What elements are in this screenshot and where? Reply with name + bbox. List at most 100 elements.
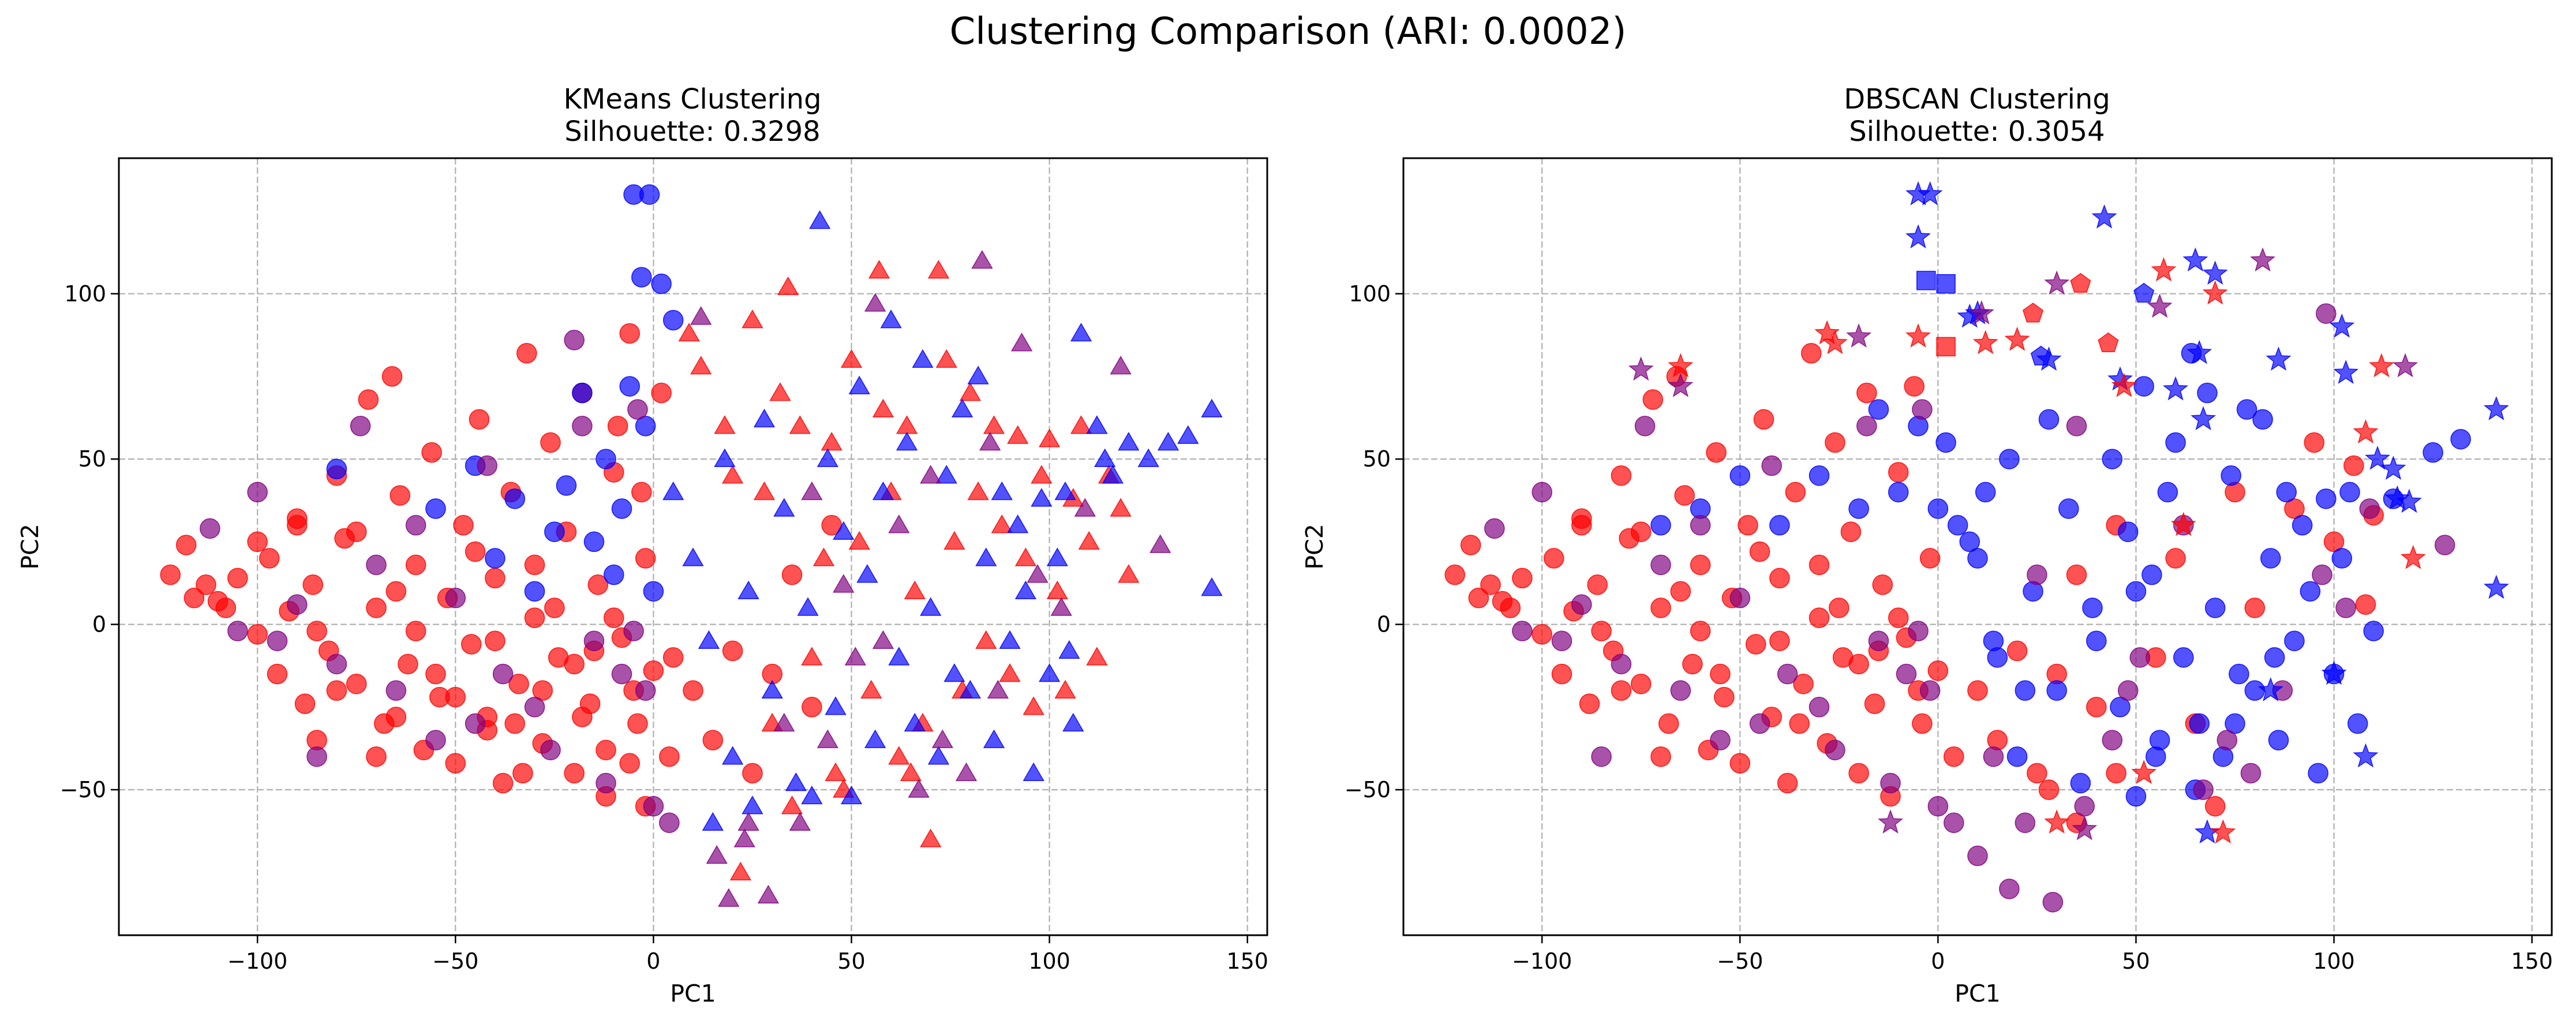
dbscan-blue-pentagon-point — [2030, 345, 2051, 365]
kmeans-x-tick-label: 150 — [1226, 948, 1268, 974]
dbscan-purple-circle-point — [2066, 416, 2087, 436]
dbscan-blue-circle-point — [2118, 521, 2139, 542]
dbscan-blue-circle-point — [1868, 399, 1889, 420]
kmeans-purple-triangle-point — [718, 888, 740, 907]
kmeans-purple-triangle-point — [1010, 333, 1033, 352]
dbscan-purple-circle-point — [1856, 416, 1877, 436]
dbscan-red-circle-point — [2006, 640, 2028, 662]
dbscan-purple-star-point — [1668, 373, 1694, 397]
kmeans-red-circle-point — [306, 621, 327, 641]
dbscan-blue-circle-point — [2423, 442, 2443, 463]
dbscan-purple-circle-point — [1919, 680, 1941, 701]
dbscan-red-circle-point — [1571, 515, 1592, 536]
dbscan-red-circle-point — [1710, 663, 1731, 685]
dbscan-blue-circle-point — [1848, 498, 1869, 519]
kmeans-purple-circle-point — [405, 515, 426, 536]
kmeans-blue-triangle-point — [1014, 580, 1036, 600]
dbscan-x-tick-label: 100 — [2313, 948, 2355, 974]
kmeans-blue-triangle-point — [742, 796, 763, 815]
dbscan-red-circle-point — [1492, 591, 1513, 612]
kmeans-red-triangle-point — [999, 663, 1021, 682]
dbscan-blue-circle-point — [2264, 647, 2285, 668]
dbscan-red-circle-point — [1738, 515, 1758, 536]
kmeans-blue-circle-point — [619, 376, 640, 397]
kmeans-purple-triangle-point — [931, 729, 953, 748]
kmeans-red-triangle-point — [1031, 465, 1053, 484]
kmeans-y-axis-label: PC2 — [16, 524, 44, 569]
kmeans-red-triangle-point — [769, 382, 791, 401]
kmeans-red-circle-point — [492, 772, 514, 794]
dbscan-purple-circle-point — [2240, 763, 2262, 784]
kmeans-red-circle-point — [485, 567, 506, 589]
kmeans-red-triangle-point — [840, 349, 863, 368]
dbscan-red-star-point — [2131, 760, 2157, 785]
dbscan-blue-pentagon-point — [2133, 282, 2155, 303]
kmeans-red-circle-point — [460, 634, 482, 655]
kmeans-red-circle-point — [631, 481, 652, 503]
dbscan-red-circle-point — [1856, 382, 1877, 404]
dbscan-red-circle-point — [1642, 389, 1664, 410]
dbscan-blue-circle-point — [2046, 680, 2067, 701]
kmeans-purple-triangle-point — [801, 481, 823, 501]
dbscan-purple-circle-point — [1690, 515, 1711, 536]
dbscan-red-circle-point — [1444, 564, 1465, 585]
kmeans-red-circle-point — [516, 343, 537, 364]
dbscan-purple-circle-point — [2312, 564, 2332, 585]
kmeans-red-triangle-point — [777, 276, 799, 296]
kmeans-blue-circle-point — [504, 488, 525, 509]
dbscan-red-circle-point — [1611, 680, 1632, 701]
dbscan-blue-star-point — [2266, 346, 2292, 371]
kmeans-blue-triangle-point — [1157, 432, 1180, 451]
kmeans-purple-triangle-point — [872, 630, 894, 649]
kmeans-purple-circle-point — [465, 713, 486, 734]
dbscan-blue-star-point — [2353, 743, 2379, 768]
dbscan-x-tick-label: −100 — [1512, 948, 1572, 974]
kmeans-purple-triangle-point — [833, 574, 855, 593]
dbscan-blue-circle-point — [2082, 597, 2103, 618]
dbscan-blue-circle-point — [2292, 515, 2313, 536]
kmeans-purple-triangle-point — [773, 712, 795, 732]
kmeans-red-circle-point — [619, 323, 640, 344]
dbscan-purple-circle-point — [1512, 621, 1533, 641]
kmeans-red-triangle-point — [753, 481, 776, 501]
kmeans-purple-triangle-point — [920, 465, 942, 484]
kmeans-data-points — [160, 184, 1223, 907]
dbscan-blue-star-point — [2384, 485, 2410, 510]
kmeans-blue-triangle-point — [912, 349, 934, 368]
dbscan-red-star-point — [2151, 257, 2177, 282]
kmeans-red-circle-point — [207, 591, 229, 612]
dbscan-red-circle-point — [1532, 624, 1552, 645]
kmeans-blue-triangle-point — [797, 597, 819, 616]
dbscan-red-circle-point — [1468, 588, 1489, 608]
dbscan-purple-circle-point — [2042, 891, 2064, 913]
kmeans-x-tick-label: 0 — [646, 948, 660, 974]
dbscan-blue-circle-point — [1769, 515, 1790, 536]
dbscan-red-circle-point — [2106, 763, 2126, 784]
kmeans-blue-triangle-point — [817, 448, 838, 467]
kmeans-purple-circle-point — [350, 416, 371, 436]
kmeans-purple-circle-point — [366, 554, 387, 576]
dbscan-blue-circle-point — [1975, 481, 1996, 503]
kmeans-blue-triangle-point — [1102, 465, 1124, 484]
dbscan-blue-circle-point — [2058, 498, 2079, 519]
dbscan-red-circle-point — [2355, 594, 2376, 615]
dbscan-red-circle-point — [1944, 746, 1964, 767]
kmeans-red-circle-point — [469, 409, 490, 430]
dbscan-blue-circle-point — [2347, 713, 2368, 734]
dbscan-ticks: −100 −50 0 50 100 150 −50 0 50 100 — [1345, 281, 2553, 974]
kmeans-blue-circle-point — [662, 309, 684, 331]
kmeans-red-triangle-point — [920, 828, 942, 847]
dbscan-y-tick-label: 100 — [1349, 281, 1391, 307]
kmeans-red-circle-point — [485, 630, 506, 651]
kmeans-y-tick-label: 100 — [64, 281, 106, 307]
kmeans-blue-triangle-point — [943, 663, 965, 682]
dbscan-red-circle-point — [2038, 779, 2060, 800]
dbscan-red-circle-point — [1829, 597, 1849, 618]
kmeans-red-circle-point — [659, 746, 680, 767]
dbscan-blue-square-point — [1916, 271, 1936, 290]
kmeans-red-triangle-point — [991, 514, 1013, 533]
dbscan-purple-star-point — [2392, 353, 2418, 378]
dbscan-purple-circle-point — [2015, 812, 2036, 834]
kmeans-purple-triangle-point — [955, 762, 978, 782]
